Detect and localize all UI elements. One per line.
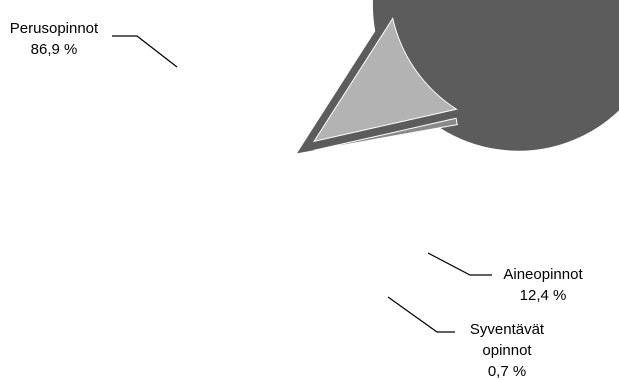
label-aineopinnot-name: Aineopinnot: [503, 266, 583, 283]
pie-slices: [294, 0, 619, 155]
slice-syventavat: [313, 117, 458, 151]
leader-line-aineopinnot: [427, 252, 492, 276]
leader-line-syventavat: [387, 296, 455, 333]
label-syventavat-name-line2: opinnot: [482, 342, 532, 359]
label-perusopinnot-name: Perusopinnot: [10, 20, 99, 37]
label-perusopinnot-value: 86,9 %: [31, 41, 78, 58]
slice-labels: Perusopinnot 86,9 % Aineopinnot 12,4 % S…: [10, 20, 584, 380]
label-aineopinnot-value: 12,4 %: [520, 287, 567, 304]
label-syventavat-name-line1: Syventävät: [470, 321, 545, 338]
leader-line-perusopinnot: [112, 35, 178, 68]
leader-lines: [112, 35, 492, 333]
slice-aineopinnot: [312, 17, 458, 143]
label-syventavat-value: 0,7 %: [488, 363, 526, 380]
